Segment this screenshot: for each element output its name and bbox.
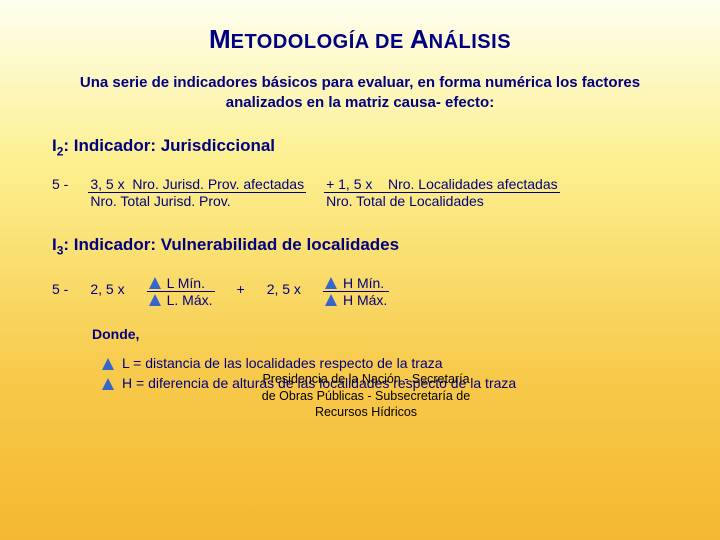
i2-heading: I2: Indicador: Jurisdiccional	[52, 136, 680, 158]
title-cap-a: A	[410, 24, 429, 54]
title-cap-m: M	[209, 24, 231, 54]
i2-t1-denom: Nro. Total Jurisd. Prov.	[88, 193, 306, 209]
i3-f2-top: H Mín.	[343, 275, 384, 291]
i2-t2-numer: Nro. Localidades afectadas	[388, 176, 558, 192]
i2-t1-numer: Nro. Jurisd. Prov. afectadas	[132, 176, 304, 192]
triangle-icon	[325, 277, 337, 289]
i3-frac1: L Mín. L. Máx.	[147, 275, 215, 308]
i2-term1: 3, 5 x Nro. Jurisd. Prov. afectadas Nro.…	[88, 176, 306, 209]
triangle-icon	[149, 294, 161, 306]
subtitle: Una serie de indicadores básicos para ev…	[50, 73, 670, 114]
i3-c2: 2, 5 x	[267, 275, 301, 297]
i3-plus: +	[237, 275, 245, 297]
section-i3: I3: Indicador: Vulnerabilidad de localid…	[52, 235, 680, 420]
triangle-icon	[102, 378, 114, 390]
i3-label-post: : Indicador: Vulnerabilidad de localidad…	[63, 235, 399, 254]
i3-frac2: H Mín. H Máx.	[323, 275, 389, 308]
i3-f1-bot: L. Máx.	[167, 292, 213, 308]
def-H: H = diferencia de alturas de las localid…	[102, 374, 680, 394]
i3-f1-top: L Mín.	[167, 275, 205, 291]
i3-c1: 2, 5 x	[90, 275, 124, 297]
i3-heading: I3: Indicador: Vulnerabilidad de localid…	[52, 235, 680, 257]
i2-label-post: : Indicador: Jurisdiccional	[63, 136, 275, 155]
i3-f2-bot: H Máx.	[343, 292, 387, 308]
i2-formula: 5 - 3, 5 x Nro. Jurisd. Prov. afectadas …	[52, 176, 680, 209]
def-L: L = distancia de las localidades respect…	[102, 354, 680, 374]
footer-line3: Recursos Hídricos	[52, 404, 680, 420]
def-H-text: H = diferencia de alturas de las localid…	[122, 374, 516, 394]
i2-lead: 5 -	[52, 176, 68, 209]
triangle-icon	[149, 277, 161, 289]
triangle-icon	[325, 294, 337, 306]
title-part2: NÁLISIS	[429, 31, 511, 53]
donde-label: Donde,	[92, 326, 680, 342]
i3-lead: 5 -	[52, 275, 68, 297]
page-title: METODOLOGÍA DE ANÁLISIS	[40, 24, 680, 55]
def-L-text: L = distancia de las localidades respect…	[122, 354, 443, 374]
i3-formula: 5 - 2, 5 x L Mín. L. Máx. + 2, 5 x H Mín…	[52, 275, 680, 308]
i2-term2: + 1, 5 x Nro. Localidades afectadas Nro.…	[324, 176, 560, 209]
section-i2: I2: Indicador: Jurisdiccional 5 - 3, 5 x…	[52, 136, 680, 209]
title-part1: ETODOLOGÍA DE	[231, 31, 410, 53]
i2-t1-coef: 3, 5 x	[90, 176, 124, 192]
i2-glue: + 1, 5 x	[326, 176, 372, 192]
i2-t2-denom: Nro. Total de Localidades	[324, 193, 560, 209]
definitions: L = distancia de las localidades respect…	[102, 354, 680, 393]
triangle-icon	[102, 358, 114, 370]
